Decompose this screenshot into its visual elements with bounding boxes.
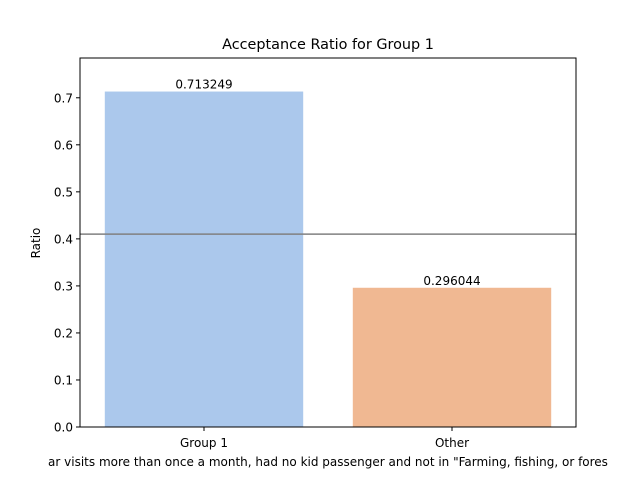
y-tick-label: 0.1	[54, 373, 73, 387]
y-tick-label: 0.4	[54, 232, 73, 246]
plot-area-frame	[79, 57, 577, 428]
y-axis-label: Ratio	[29, 228, 43, 259]
x-tick-label: Group 1	[180, 436, 228, 450]
x-axis-label: ar visits more than once a month, had no…	[48, 455, 608, 469]
x-tick-label: Other	[435, 436, 469, 450]
bar-2	[352, 287, 552, 427]
y-tick-label: 0.3	[54, 279, 73, 293]
bar-value-label: 0.296044	[423, 274, 480, 288]
y-tick-label: 0.2	[54, 326, 73, 340]
y-tick-label: 0.7	[54, 91, 73, 105]
bar-1	[104, 91, 304, 427]
bar-value-label: 0.713249	[175, 78, 232, 92]
y-tick-label: 0.0	[54, 421, 73, 435]
y-tick-label: 0.6	[54, 138, 73, 152]
y-tick-label: 0.5	[54, 185, 73, 199]
chart-title: Acceptance Ratio for Group 1	[222, 37, 434, 53]
